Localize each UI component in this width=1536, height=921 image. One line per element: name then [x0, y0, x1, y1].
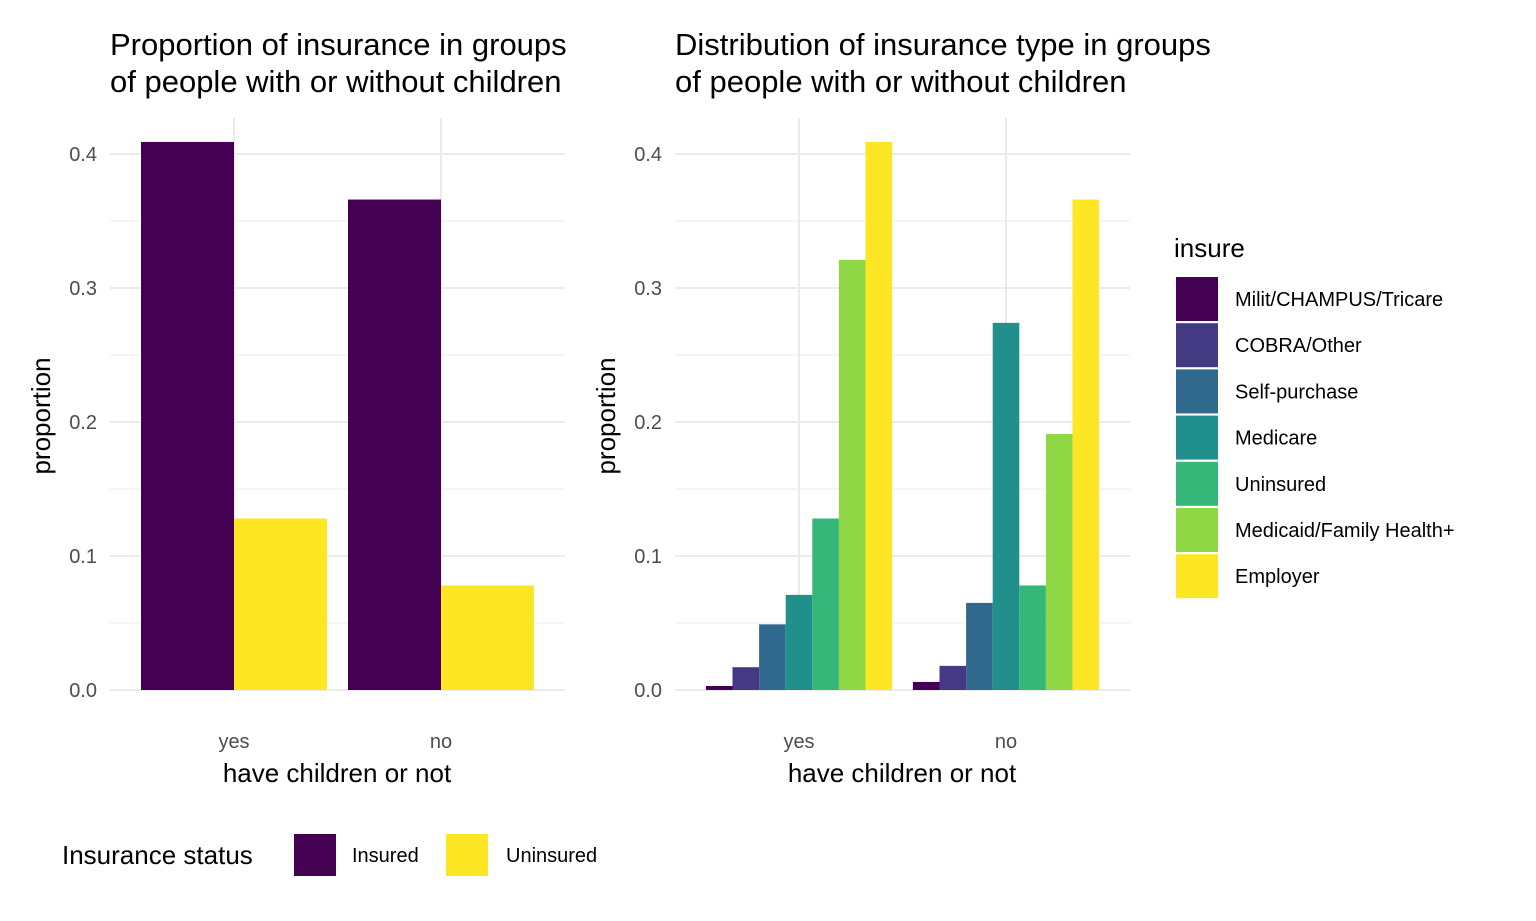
chart-right-bar — [939, 665, 967, 690]
insure-legend-key — [1176, 554, 1218, 599]
chart-left-x-axis-title: have children or not — [223, 758, 452, 788]
chart-right-bar — [732, 667, 760, 690]
chart-right-bar — [812, 518, 839, 690]
chart-right-bar — [785, 594, 813, 690]
insurance-status-legend-items: Insured Uninsured — [294, 834, 597, 876]
chart-right-x-tick-label: no — [995, 731, 1017, 753]
chart-left-bar — [234, 518, 327, 690]
chart-left-y-tick-label: 0.0 — [69, 680, 97, 702]
chart-right-bars — [705, 141, 1100, 690]
chart-right-bar — [1019, 585, 1046, 690]
chart-left-bar — [141, 141, 234, 690]
insurance-status-legend-title: Insurance status — [62, 840, 253, 870]
chart-right-bar — [992, 322, 1020, 690]
insure-legend-label: COBRA/Other — [1235, 335, 1362, 357]
chart-right-panel: Distribution of insurance type in groups… — [591, 27, 1211, 788]
chart-left-y-tick-label: 0.1 — [69, 546, 97, 568]
chart-right-y-tick-label: 0.1 — [634, 546, 662, 568]
chart-left-bar — [348, 199, 441, 690]
chart-right-bar — [966, 602, 993, 690]
insure-legend-key — [1176, 461, 1218, 506]
chart-right-bar — [705, 685, 733, 690]
insurance-status-legend-key — [294, 834, 336, 876]
chart-right-x-axis-title: have children or not — [788, 758, 1017, 788]
chart-left-x-tick-label: yes — [218, 731, 249, 753]
chart-right-y-tick-label: 0.0 — [634, 680, 662, 702]
chart-left-panel: Proportion of insurance in groups of peo… — [26, 27, 567, 788]
insurance-status-legend-label: Insured — [352, 845, 419, 867]
chart-right-title-line-2: of people with or without children — [675, 64, 1126, 99]
chart-right-y-tick-label: 0.3 — [634, 278, 662, 300]
insure-legend-items: Milit/CHAMPUS/Tricare COBRA/Other Self-pur… — [1176, 277, 1455, 599]
chart-right-bar — [1072, 199, 1100, 690]
chart-right-bar — [1045, 434, 1073, 690]
chart-left-y-axis-title: proportion — [26, 357, 56, 474]
chart-right-bar — [759, 624, 786, 690]
chart-left-bars — [141, 141, 534, 690]
chart-left-y-tick-label: 0.4 — [69, 144, 97, 166]
chart-left-title-line-1: Proportion of insurance in groups — [110, 27, 567, 62]
insure-legend-key — [1176, 369, 1218, 414]
insurance-status-legend-label: Uninsured — [506, 845, 597, 867]
chart-left-bar — [441, 585, 534, 690]
insure-legend-label: Medicaid/Family Health+ — [1235, 520, 1455, 542]
insurance-status-legend: Insurance status Insured Uninsured — [62, 834, 597, 876]
insure-legend-title: insure — [1174, 233, 1245, 263]
insure-legend: insure Milit/CHAMPUS/Tricare COBRA/Other S… — [1174, 233, 1455, 599]
insure-legend-label: Milit/CHAMPUS/Tricare — [1235, 289, 1443, 311]
chart-left-y-ticks: 0.0 0.1 0.2 0.3 0.4 — [69, 144, 97, 702]
insure-legend-key — [1176, 323, 1218, 368]
chart-left-title-line-2: of people with or without children — [110, 64, 561, 99]
insure-legend-label: Medicare — [1235, 428, 1317, 450]
chart-right-y-axis-title: proportion — [591, 357, 621, 474]
insure-legend-key — [1176, 277, 1218, 321]
chart-left-y-tick-label: 0.3 — [69, 278, 97, 300]
chart-left-x-ticks: yes no — [218, 731, 452, 753]
insure-legend-key — [1176, 415, 1218, 460]
insure-legend-label: Employer — [1235, 566, 1320, 588]
chart-left-x-tick-label: no — [430, 731, 452, 753]
chart-right-y-tick-label: 0.2 — [634, 412, 662, 434]
chart-right-x-ticks: yes no — [783, 731, 1017, 753]
chart-right-y-ticks: 0.0 0.1 0.2 0.3 0.4 — [634, 144, 662, 702]
chart-right-title-line-1: Distribution of insurance type in groups — [675, 27, 1211, 62]
insurance-status-legend-key — [446, 834, 488, 876]
chart-left-y-tick-label: 0.2 — [69, 412, 97, 434]
chart-right-x-tick-label: yes — [783, 731, 814, 753]
insure-legend-label: Uninsured — [1235, 474, 1326, 496]
insure-legend-label: Self-purchase — [1235, 381, 1358, 403]
chart-right-y-tick-label: 0.4 — [634, 144, 662, 166]
chart-right-bar — [838, 259, 866, 690]
insure-legend-key — [1176, 508, 1218, 552]
chart-right-bar — [865, 141, 893, 690]
chart-right-bar — [912, 681, 940, 690]
